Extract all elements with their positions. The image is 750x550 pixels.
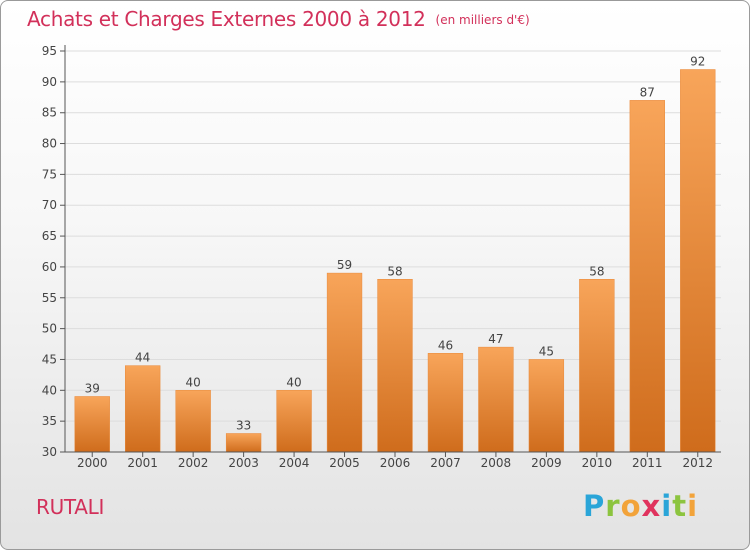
data-label: 92 xyxy=(690,55,705,69)
y-tick-label: 30 xyxy=(42,445,57,459)
y-tick-label: 95 xyxy=(42,44,57,58)
data-label: 39 xyxy=(85,381,100,395)
x-tick-label: 2006 xyxy=(380,456,411,470)
bar xyxy=(125,365,161,453)
chart-title: Achats et Charges Externes 2000 à 2012 xyxy=(27,7,426,31)
logo-letter: P xyxy=(583,489,606,523)
bar xyxy=(579,279,615,453)
data-label: 40 xyxy=(186,375,201,389)
y-tick-label: 85 xyxy=(42,106,57,120)
bar xyxy=(74,396,110,453)
logo-letter: i xyxy=(661,489,673,523)
bar xyxy=(680,69,716,453)
logo-letter: r xyxy=(605,489,621,523)
bar xyxy=(629,100,665,453)
y-tick-label: 35 xyxy=(42,414,57,428)
bar xyxy=(326,272,363,453)
x-tick-label: 2000 xyxy=(77,456,108,470)
commune-name: RUTALI xyxy=(36,495,105,519)
data-label: 40 xyxy=(286,375,301,389)
y-tick-label: 60 xyxy=(42,260,57,274)
x-tick-label: 2002 xyxy=(178,456,209,470)
data-label: 46 xyxy=(438,338,453,352)
data-label: 87 xyxy=(640,85,655,99)
bar xyxy=(427,353,464,453)
bar xyxy=(528,359,565,453)
logo-letter: i xyxy=(687,489,699,523)
data-label: 47 xyxy=(488,332,503,346)
logo-letter: x xyxy=(641,489,662,523)
y-tick-label: 75 xyxy=(42,167,57,181)
x-tick-label: 2011 xyxy=(632,456,663,470)
data-label: 58 xyxy=(387,264,402,278)
x-tick-label: 2003 xyxy=(228,456,259,470)
y-tick-label: 70 xyxy=(42,198,57,212)
y-tick-label: 40 xyxy=(42,383,57,397)
data-label: 59 xyxy=(337,258,352,272)
x-tick-label: 2008 xyxy=(481,456,512,470)
bars xyxy=(74,69,716,453)
bar xyxy=(276,390,312,453)
data-labels: 39 44 40 33 40 59 58 46 47 45 58 87 92 xyxy=(85,55,706,433)
x-tick-label: 2010 xyxy=(582,456,613,470)
logo-letter: o xyxy=(620,489,642,523)
axes: 30 35 40 45 50 55 60 65 70 75 80 85 90 95 2000 2001 2002… xyxy=(42,44,721,470)
data-label: 44 xyxy=(135,351,150,365)
logo-letter: t xyxy=(672,489,688,523)
y-tick-label: 65 xyxy=(42,229,57,243)
x-tick-label: 2005 xyxy=(329,456,360,470)
bar xyxy=(175,390,211,453)
data-label: 58 xyxy=(589,264,604,278)
y-tick-label: 50 xyxy=(42,322,57,336)
x-tick-label: 2004 xyxy=(279,456,310,470)
data-label: 33 xyxy=(236,418,251,432)
x-tick-label: 2001 xyxy=(127,456,158,470)
chart-unit: (en milliers d'€) xyxy=(435,13,530,27)
bar xyxy=(377,279,413,453)
y-tick-label: 45 xyxy=(42,352,57,366)
y-tick-label: 55 xyxy=(42,291,57,305)
x-tick-label: 2012 xyxy=(682,456,713,470)
y-tick-label: 80 xyxy=(42,137,57,151)
bar xyxy=(478,346,514,453)
data-label: 45 xyxy=(539,344,554,358)
x-tick-label: 2009 xyxy=(531,456,562,470)
bar xyxy=(225,433,262,453)
x-tick-label: 2007 xyxy=(430,456,461,470)
chart-title-block: Achats et Charges Externes 2000 à 2012 (e… xyxy=(27,7,530,31)
y-tick-label: 90 xyxy=(42,75,57,89)
